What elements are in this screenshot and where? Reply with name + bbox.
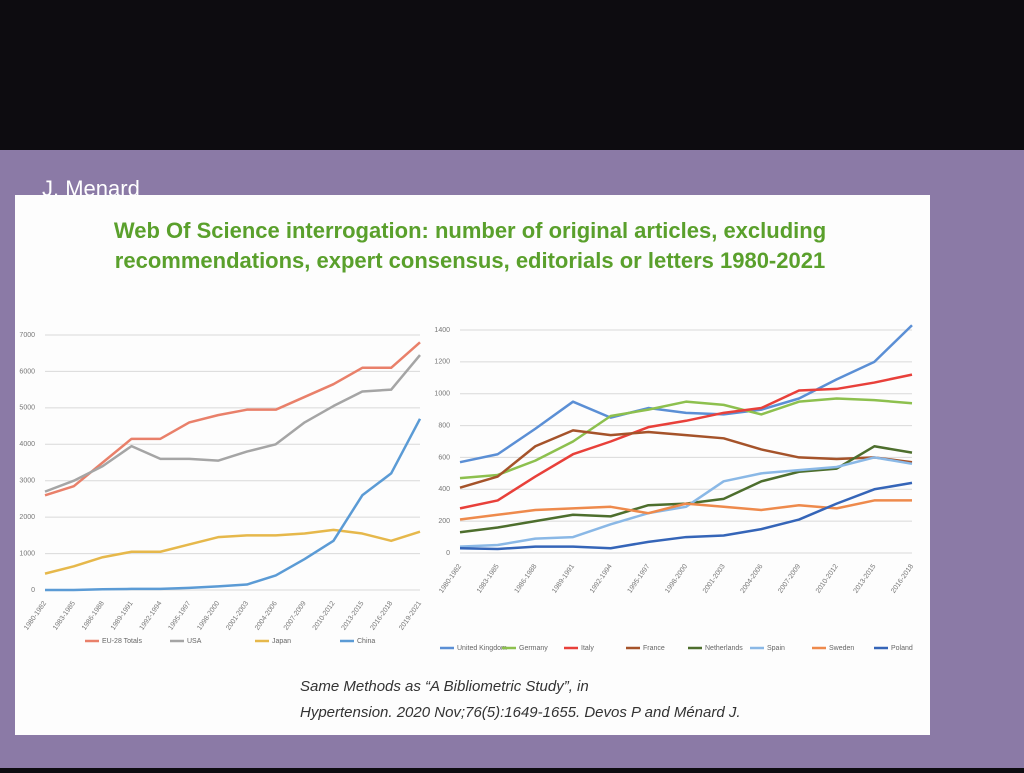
y-tick-label: 1200 bbox=[434, 359, 450, 366]
y-tick-label: 200 bbox=[438, 518, 450, 525]
content-panel bbox=[15, 195, 930, 735]
series-line bbox=[459, 456, 913, 548]
series-line bbox=[459, 373, 913, 510]
series-line bbox=[459, 324, 913, 464]
title-line: recommendations, expert consensus, edito… bbox=[115, 248, 825, 273]
legend-label: Sweden bbox=[829, 645, 854, 652]
citation-line: Hypertension. 2020 Nov;76(5):1649-1655. … bbox=[300, 704, 741, 721]
series-line bbox=[45, 418, 422, 592]
y-tick-label: 6000 bbox=[19, 368, 35, 375]
y-tick-label: 1000 bbox=[434, 391, 450, 398]
title-line: Web Of Science interrogation: number of … bbox=[114, 218, 826, 243]
y-tick-label: 800 bbox=[438, 422, 450, 429]
series-line bbox=[459, 481, 913, 551]
series-line bbox=[44, 341, 421, 497]
legend-label: China bbox=[357, 638, 375, 645]
y-tick-label: 1000 bbox=[19, 550, 35, 557]
author: J. Menard bbox=[42, 176, 140, 201]
legend-label: France bbox=[643, 645, 665, 652]
series-line bbox=[459, 429, 913, 489]
legend-label: Poland bbox=[891, 645, 913, 652]
legend-label: Germany bbox=[519, 645, 548, 652]
y-tick-label: 0 bbox=[31, 587, 35, 594]
y-tick-label: 400 bbox=[438, 486, 450, 493]
y-tick-label: 2000 bbox=[19, 514, 35, 521]
y-tick-label: 600 bbox=[438, 454, 450, 461]
legend-label: Netherlands bbox=[705, 645, 743, 652]
series-line bbox=[44, 354, 421, 493]
legend-label: USA bbox=[187, 638, 202, 645]
y-tick-label: 4000 bbox=[19, 441, 35, 448]
legend-label: Spain bbox=[767, 645, 785, 652]
legend-label: Japan bbox=[272, 638, 291, 645]
citation-line: Same Methods as “A Bibliometric Study”, … bbox=[300, 678, 589, 695]
series-line bbox=[459, 397, 913, 480]
series-line bbox=[459, 499, 912, 521]
y-tick-label: 1400 bbox=[434, 327, 450, 334]
legend-label: Italy bbox=[581, 645, 594, 652]
y-tick-label: 5000 bbox=[19, 405, 35, 412]
y-tick-label: 7000 bbox=[19, 332, 35, 339]
legend-label: EU-28 Totals bbox=[102, 638, 142, 645]
y-tick-label: 3000 bbox=[19, 478, 35, 485]
y-tick-label: 0 bbox=[446, 550, 450, 557]
series-line bbox=[44, 528, 421, 575]
legend-label: United Kingdom bbox=[457, 645, 507, 652]
